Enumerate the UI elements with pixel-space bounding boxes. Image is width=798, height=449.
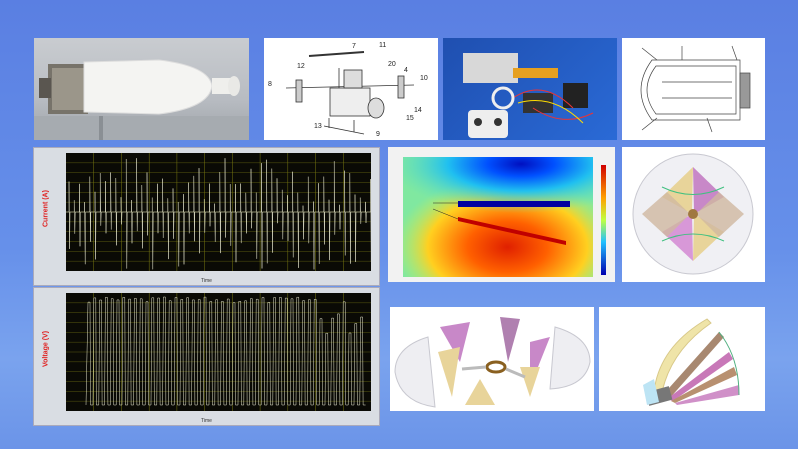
cylinder-drawing xyxy=(622,38,765,140)
callout-label: 12 xyxy=(297,63,305,70)
current-plot-area xyxy=(66,153,371,271)
exploded-view-render xyxy=(390,307,594,411)
voltage-trace xyxy=(85,296,366,406)
sphere-render xyxy=(632,153,754,275)
callout-label: 11 xyxy=(379,42,386,49)
callout-label: 20 xyxy=(388,61,396,68)
sphere-robot-render xyxy=(622,147,765,282)
callout-label: 7 xyxy=(352,43,356,50)
callout-label: 10 xyxy=(420,75,428,82)
current-trace xyxy=(66,158,371,270)
torpedo-photo xyxy=(34,38,249,140)
voltage-waveform-chart: Voltage (V) Time xyxy=(33,287,380,426)
callout-label: 13 xyxy=(314,123,322,130)
voltage-plot-area xyxy=(66,293,371,411)
electronics-photo xyxy=(443,38,617,140)
field-simulation-map xyxy=(388,147,615,282)
electronics-image xyxy=(463,53,594,138)
field-heatmap xyxy=(403,157,606,277)
callout-label: 9 xyxy=(376,131,380,138)
callout-label: 8 xyxy=(268,81,272,88)
current-waveform-chart: Current (A) Time xyxy=(33,147,380,286)
callout-label: 4 xyxy=(404,67,408,74)
cylinder-section-drawing xyxy=(640,45,751,133)
x-axis-label: Time xyxy=(201,418,212,424)
drone-patent-drawing: 7 11 12 20 4 10 8 14 15 13 9 xyxy=(264,38,438,140)
callout-label: 15 xyxy=(406,115,414,122)
x-axis-label: Time xyxy=(201,278,212,284)
drone-drawing: 7 11 12 20 4 10 8 14 15 13 9 xyxy=(268,42,428,138)
y-axis-label: Voltage (V) xyxy=(42,330,50,367)
fan-module-render xyxy=(599,307,765,411)
fan-render xyxy=(643,318,740,406)
callout-label: 14 xyxy=(414,107,422,114)
y-axis-label: Current (A) xyxy=(42,189,50,227)
torpedo-image xyxy=(34,59,249,140)
exploded-render xyxy=(394,317,591,408)
